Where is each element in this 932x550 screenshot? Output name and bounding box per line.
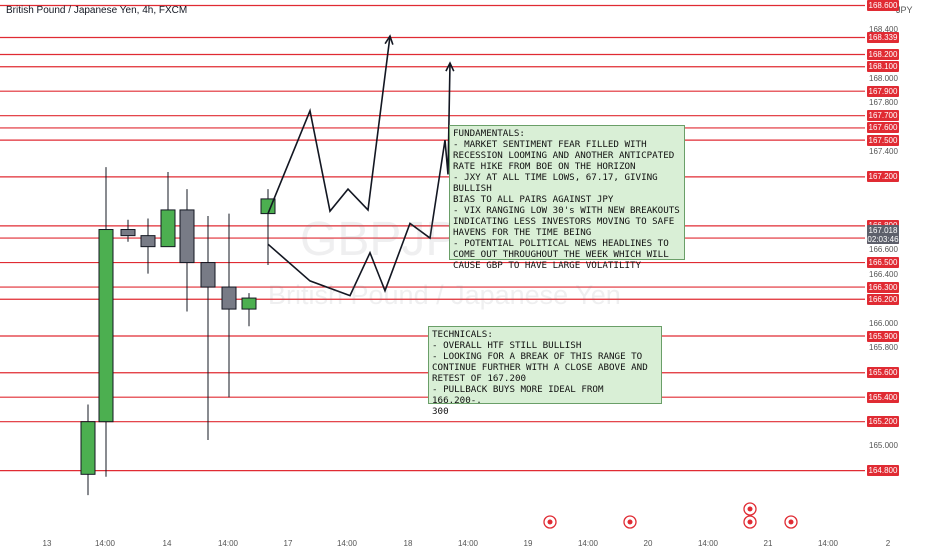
bar-countdown: 02:03:46	[867, 235, 899, 244]
candle-body[interactable]	[80, 421, 96, 475]
level-price-label: 168.600	[867, 0, 899, 12]
time-tick-label: 21	[763, 539, 773, 548]
projection-arrowhead	[384, 34, 394, 45]
projection-paths	[267, 34, 455, 297]
level-price-label: 168.200	[867, 48, 899, 60]
time-tick-label: 19	[523, 539, 533, 548]
candle-body[interactable]	[200, 262, 216, 288]
level-price-label: 167.900	[867, 85, 899, 97]
level-price-label: 165.900	[867, 330, 899, 342]
candle-body[interactable]	[140, 235, 156, 248]
level-price-label: 168.339	[867, 31, 899, 43]
level-price-label: 168.100	[867, 61, 899, 73]
time-tick-label: 14:00	[577, 539, 599, 548]
watermark-name: British Pound / Japanese Yen	[268, 280, 621, 310]
level-price-label: 166.500	[867, 257, 899, 269]
projection-path[interactable]	[267, 63, 451, 297]
time-tick-label: 14:00	[457, 539, 479, 548]
candle-body[interactable]	[221, 286, 237, 310]
economic-event-dot	[627, 519, 633, 525]
technicals-note[interactable]: TECHNICALS: - OVERALL HTF STILL BULLISH …	[428, 326, 662, 417]
time-tick-label: 13	[42, 539, 52, 548]
candle-body[interactable]	[179, 209, 195, 264]
time-tick-label: 14	[162, 539, 172, 548]
price-tick-label: 165.000	[869, 441, 898, 451]
economic-event-dot	[788, 519, 794, 525]
projection-path[interactable]	[267, 36, 391, 214]
level-price-label: 167.700	[867, 110, 899, 122]
chart-title: British Pound / Japanese Yen, 4h, FXCM	[6, 5, 188, 16]
current-price-box: 167.018 02:03:46	[867, 225, 899, 244]
price-tick-label: 167.800	[869, 98, 898, 108]
economic-event-dot	[747, 519, 753, 525]
level-price-label: 167.500	[867, 134, 899, 146]
level-price-label: 164.800	[867, 465, 899, 477]
price-tick-label: 168.400	[869, 25, 898, 34]
economic-events	[543, 502, 798, 529]
price-tick-label: 167.400	[869, 147, 898, 157]
price-tick-label: 165.800	[869, 343, 898, 353]
time-tick-label: 14:00	[336, 539, 358, 548]
candle-body[interactable]	[241, 297, 257, 310]
time-tick-label: 14:00	[817, 539, 839, 548]
time-tick-label: 20	[643, 539, 653, 548]
price-tick-label: 166.600	[869, 245, 898, 255]
time-tick-label: 14:00	[94, 539, 116, 548]
candle-body[interactable]	[160, 209, 176, 248]
level-price-label: 165.200	[867, 416, 899, 428]
candle-body[interactable]	[120, 229, 136, 237]
time-tick-label: 14:00	[697, 539, 719, 548]
currency-label: JPY	[896, 5, 913, 15]
candlesticks	[80, 167, 276, 496]
level-price-label: 166.200	[867, 293, 899, 305]
current-price-value: 167.018	[868, 226, 898, 235]
level-price-label: 165.400	[867, 391, 899, 403]
time-tick-label: 18	[403, 539, 413, 548]
level-price-label: 165.600	[867, 367, 899, 379]
price-tick-label: 166.000	[869, 318, 898, 328]
price-tick-label: 166.400	[869, 269, 898, 279]
fundamentals-note[interactable]: FUNDAMENTALS: - MARKET SENTIMENT FEAR FI…	[449, 125, 685, 271]
projection-arrowhead	[445, 61, 455, 72]
time-tick-label: 2	[885, 539, 891, 548]
candle-body[interactable]	[98, 229, 114, 423]
level-price-label: 166.300	[867, 281, 899, 293]
time-tick-label: 17	[283, 539, 293, 548]
economic-event-dot	[547, 519, 553, 525]
level-price-label: 167.200	[867, 171, 899, 183]
time-tick-label: 14:00	[217, 539, 239, 548]
economic-event-dot	[747, 506, 753, 512]
price-tick-label: 168.000	[869, 73, 898, 83]
level-price-label: 167.600	[867, 122, 899, 134]
